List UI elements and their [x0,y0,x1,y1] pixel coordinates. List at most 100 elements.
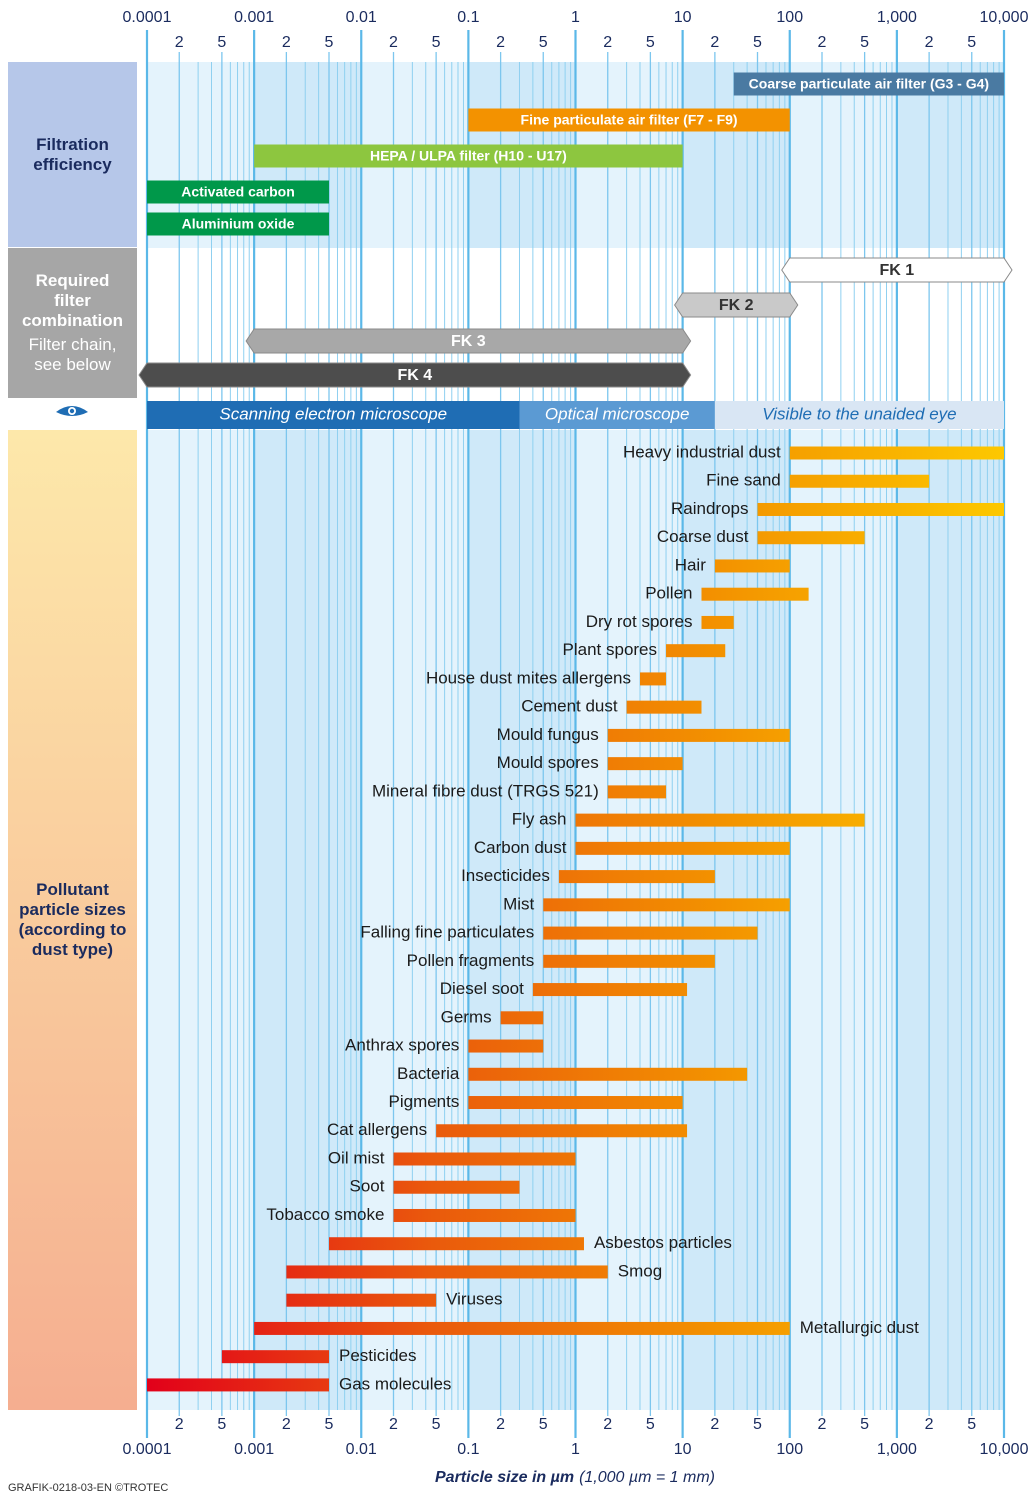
x-tick-label: 2 [389,34,398,51]
filter-chain-label: FK 1 [880,262,915,279]
pollutant-bar [701,615,734,629]
x-tick-label: 2 [925,34,934,51]
filter-chain-label: FK 2 [719,297,754,314]
filtration-panel: Filtration efficiency [8,62,137,247]
pollutant-label: Mould fungus [497,725,599,744]
pollutant-label: Pollen [645,584,692,603]
filter-label: Fine particulate air filter (F7 - F9) [521,112,738,128]
pollutant-label: Oil mist [328,1148,385,1167]
x-tick-label: 5 [539,34,548,51]
pollutant-label: Mould spores [497,753,599,772]
filter-chain [245,328,692,354]
pollutant-label: Mineral fibre dust (TRGS 521) [372,781,599,800]
pollutant-bar [500,1011,544,1025]
pollutant-bar [329,1237,584,1251]
x-tick-label: 2 [603,1416,612,1433]
x-tick-label: 10 [674,9,692,26]
decade-band [147,430,255,1410]
pollutant-bar [532,983,688,997]
x-tick-label: 2 [818,34,827,51]
panel-title: Pollutant particle sizes (according to d… [18,880,127,959]
x-tick-label: 1,000 [877,1441,917,1458]
x-axis-label: Particle size in µm [435,1469,574,1486]
decade-band [361,430,469,1410]
x-tick-label: 2 [389,1416,398,1433]
visibility-label: Optical microscope [545,404,690,423]
pollutant-label: Germs [441,1007,492,1026]
x-tick-label: 5 [217,1416,226,1433]
visibility-band [147,401,520,429]
pollutant-bar [286,1293,437,1307]
filter-bar [254,144,683,168]
x-tick-label: 0.0001 [123,1441,172,1458]
x-tick-label: 0.001 [234,9,274,26]
decade-band [254,430,362,1410]
visibility-band [714,401,1004,429]
pollutant-label: Insecticides [461,866,550,885]
pollutant-bar [789,446,1004,460]
pollutant-bar [607,728,790,742]
pollutant-bar [221,1350,330,1364]
x-tick-label: 5 [860,1416,869,1433]
x-tick-label: 2 [925,1416,934,1433]
pollutant-panel: Pollutant particle sizes (according to d… [8,430,137,1410]
x-tick-label: 5 [432,34,441,51]
x-tick-label: 0.1 [457,9,479,26]
pollutant-label: Carbon dust [474,838,567,857]
x-tick-label: 2 [710,1416,719,1433]
pollutant-bar [757,502,1004,516]
decade-band [789,430,897,1410]
pollutant-bar [575,841,790,855]
pollutant-bar [639,672,667,686]
pollutant-label: Gas molecules [339,1374,451,1393]
filter-label: Activated carbon [181,184,295,200]
panel-title: Required filter combination [21,271,124,330]
pollutant-label: Cat allergens [327,1120,427,1139]
pollutant-bar [626,700,702,714]
filter-label: Coarse particulate air filter (G3 - G4) [749,76,989,92]
pollutant-bar [575,813,865,827]
x-tick-label: 1 [571,9,580,26]
pollutant-label: Anthrax spores [345,1036,459,1055]
x-tick-label: 5 [860,34,869,51]
pollutant-bar [393,1180,520,1194]
pollutant-label: Fly ash [512,810,567,829]
pollutant-label: House dust mites allergens [426,668,631,687]
filter-bar [468,108,790,132]
eye-icon [56,406,88,416]
x-tick-label: 2 [282,1416,291,1433]
x-tick-label: 100 [776,1441,803,1458]
filter-chain [138,362,692,388]
pollutant-label: Mist [503,894,534,913]
filter-bar [147,180,330,204]
x-tick-label: 2 [175,1416,184,1433]
pollutant-bar [393,1208,576,1222]
pollutant-label: Coarse dust [657,527,749,546]
decade-band [682,430,790,1410]
x-tick-label: 10,000 [980,1441,1029,1458]
x-tick-label: 100 [776,9,803,26]
pollutant-label: Diesel soot [440,979,524,998]
x-tick-label: 5 [967,1416,976,1433]
pollutant-bar [543,954,715,968]
pollutant-label: Heavy industrial dust [623,442,781,461]
x-tick-label: 2 [818,1416,827,1433]
x-tick-label: 0.001 [234,1441,274,1458]
pollutant-label: Pesticides [339,1346,416,1365]
footer: GRAFIK-0218-03-EN ©TROTEC [8,1482,168,1494]
panel-note: Filter chain, see below [28,335,117,374]
x-tick-label: 5 [646,1416,655,1433]
pollutant-label: Asbestos particles [594,1233,732,1252]
pollutant-bar [436,1124,688,1138]
pollutant-label: Hair [675,555,707,574]
x-tick-label: 2 [496,34,505,51]
x-tick-label: 2 [175,34,184,51]
pollutant-label: Metallurgic dust [800,1318,919,1337]
filter-chain [781,257,1013,283]
x-tick-label: 5 [753,1416,762,1433]
filter-bar [733,72,1004,96]
filter-bar [147,212,330,236]
pollutant-label: Soot [350,1177,385,1196]
filter-chain-label: FK 3 [451,333,486,350]
pollutant-bar [607,785,667,799]
